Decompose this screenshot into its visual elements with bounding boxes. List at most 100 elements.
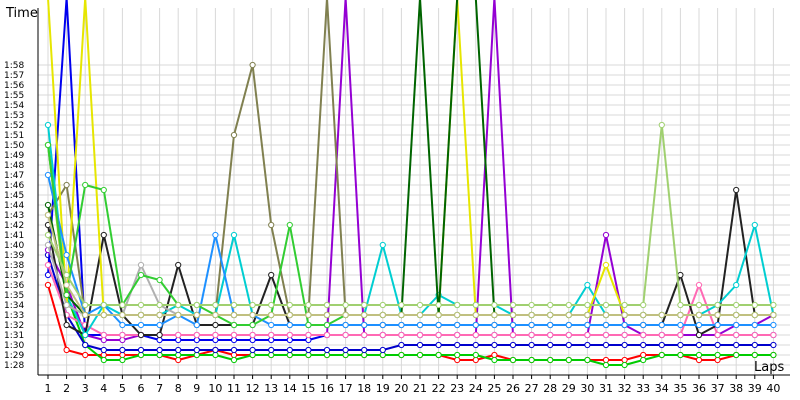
data-point	[249, 61, 256, 69]
data-point	[323, 311, 331, 319]
data-point	[156, 301, 163, 309]
data-point	[658, 351, 665, 359]
data-point	[565, 311, 572, 319]
data-point	[119, 311, 126, 319]
data-point	[361, 321, 368, 329]
data-point	[175, 336, 182, 344]
data-point	[491, 351, 498, 359]
data-point	[100, 346, 107, 354]
data-point	[658, 331, 665, 339]
data-point	[100, 356, 107, 364]
data-point	[44, 141, 52, 149]
data-point	[175, 301, 182, 309]
y-tick-label: 1:53	[4, 111, 24, 121]
data-point	[751, 311, 758, 319]
x-tick-label: 14	[283, 382, 297, 395]
data-point	[193, 301, 200, 309]
data-point	[268, 301, 275, 309]
x-tick-label: 39	[748, 382, 762, 395]
data-point	[286, 331, 293, 339]
data-point	[63, 281, 70, 289]
series-layer	[44, 0, 777, 369]
y-tick-label: 1:52	[4, 121, 24, 131]
data-point	[565, 331, 572, 339]
data-point	[44, 211, 52, 219]
data-point	[733, 351, 740, 359]
data-point	[435, 351, 442, 359]
data-point	[342, 311, 349, 319]
data-point	[658, 321, 665, 329]
data-point	[714, 351, 721, 359]
y-tick-label: 1:46	[4, 181, 24, 191]
data-point	[44, 261, 52, 269]
data-point	[602, 331, 610, 339]
data-point	[584, 321, 591, 329]
data-point	[249, 331, 256, 339]
data-point	[528, 356, 535, 364]
data-point	[435, 311, 442, 319]
data-point	[491, 341, 498, 349]
data-point	[305, 301, 312, 309]
data-point	[63, 181, 70, 189]
x-tick-label: 20	[394, 382, 408, 395]
data-point	[44, 231, 52, 239]
x-tick-label: 26	[506, 382, 520, 395]
data-point	[658, 341, 665, 349]
data-point	[509, 331, 517, 339]
x-tick-label: 35	[673, 382, 687, 395]
data-point	[82, 331, 89, 339]
data-point	[472, 311, 479, 319]
series-line	[47, 264, 774, 336]
data-point	[751, 341, 758, 349]
data-point	[379, 346, 386, 354]
x-tick-label: 16	[320, 382, 334, 395]
data-point	[640, 351, 647, 359]
y-tick-label: 1:28	[4, 361, 24, 371]
data-point	[323, 301, 331, 309]
y-tick-label: 1:40	[4, 241, 24, 251]
data-point	[286, 221, 293, 229]
data-point	[361, 351, 368, 359]
data-point	[565, 341, 572, 349]
y-tick-label: 1:43	[4, 211, 24, 221]
data-point	[602, 301, 610, 309]
data-point	[695, 321, 703, 329]
data-point	[584, 281, 591, 289]
data-point	[175, 331, 182, 339]
data-point	[249, 336, 256, 344]
data-point	[733, 331, 740, 339]
data-point	[751, 221, 758, 229]
data-point	[286, 311, 293, 319]
data-point	[695, 301, 703, 309]
data-point	[714, 331, 721, 339]
data-point	[342, 351, 349, 359]
x-tick-label: 22	[432, 382, 446, 395]
data-point	[193, 311, 200, 319]
data-point	[286, 321, 293, 329]
data-point	[509, 341, 517, 349]
data-point	[714, 311, 721, 319]
data-point	[565, 321, 572, 329]
data-point	[398, 301, 405, 309]
data-point	[230, 346, 238, 354]
y-tick-label: 1:31	[4, 331, 24, 341]
data-point	[100, 186, 107, 194]
y-tick-label: 1:29	[4, 351, 24, 361]
y-tick-label: 1:57	[4, 71, 24, 81]
data-point	[305, 321, 312, 329]
x-tick-label: 7	[156, 382, 163, 395]
x-tick-label: 17	[339, 382, 353, 395]
data-point	[695, 356, 703, 364]
data-point	[44, 271, 52, 279]
data-point	[63, 346, 70, 354]
data-point	[677, 271, 684, 279]
data-point	[268, 351, 275, 359]
data-point	[640, 341, 647, 349]
data-point	[770, 331, 777, 339]
x-tick-label: 38	[729, 382, 743, 395]
data-point	[361, 301, 368, 309]
data-point	[695, 331, 703, 339]
data-point	[82, 181, 89, 189]
data-point	[137, 271, 145, 279]
